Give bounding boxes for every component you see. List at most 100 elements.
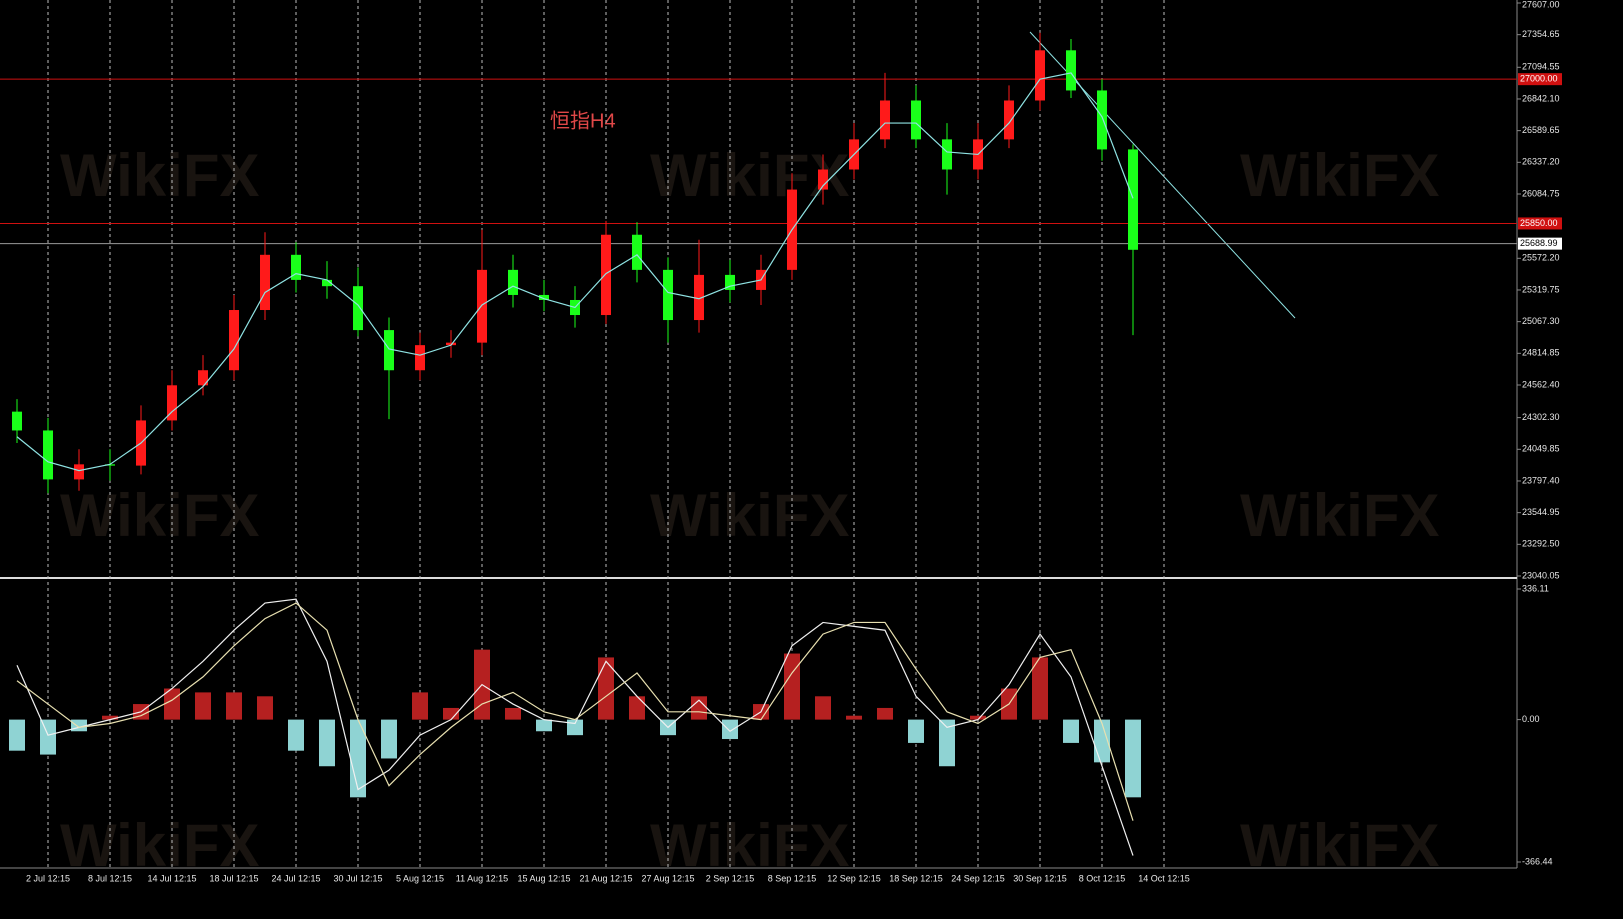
y-tick-label: 24562.40 bbox=[1522, 379, 1560, 389]
candle-body bbox=[1004, 100, 1014, 140]
histogram-bar bbox=[567, 719, 583, 736]
x-tick-label: 27 Aug 12:15 bbox=[641, 873, 694, 883]
candle-body bbox=[601, 234, 611, 316]
candle-body bbox=[291, 254, 301, 280]
candle-body bbox=[74, 464, 84, 480]
x-tick-label: 14 Oct 12:15 bbox=[1138, 873, 1190, 883]
x-tick-label: 24 Sep 12:15 bbox=[951, 873, 1005, 883]
candle-body bbox=[477, 269, 487, 343]
y-tick-label: 26842.10 bbox=[1522, 93, 1560, 103]
x-tick-label: 14 Jul 12:15 bbox=[147, 873, 196, 883]
y-tick-label: 24814.85 bbox=[1522, 348, 1560, 358]
x-tick-label: 12 Sep 12:15 bbox=[827, 873, 881, 883]
candle-body bbox=[1066, 50, 1076, 91]
watermark: WikiFX bbox=[650, 482, 849, 549]
y-tick-label: 25319.75 bbox=[1522, 284, 1560, 294]
x-tick-label: 15 Aug 12:15 bbox=[517, 873, 570, 883]
y-tick-label: 24302.30 bbox=[1522, 412, 1560, 422]
candle-body bbox=[415, 345, 425, 371]
watermark: WikiFX bbox=[650, 142, 849, 209]
x-tick-label: 30 Sep 12:15 bbox=[1013, 873, 1067, 883]
level-label: 27000.00 bbox=[1520, 74, 1558, 84]
watermark: WikiFX bbox=[60, 812, 259, 879]
x-tick-label: 24 Jul 12:15 bbox=[271, 873, 320, 883]
candle-body bbox=[229, 310, 239, 371]
y-tick-label: 27607.00 bbox=[1522, 0, 1560, 9]
histogram-bar bbox=[40, 719, 56, 755]
histogram-bar bbox=[877, 707, 893, 720]
x-tick-label: 30 Jul 12:15 bbox=[333, 873, 382, 883]
histogram-bar bbox=[226, 692, 242, 720]
level-label-box bbox=[1518, 73, 1562, 86]
candle-body bbox=[663, 269, 673, 321]
watermark: WikiFX bbox=[650, 812, 849, 879]
x-tick-label: 11 Aug 12:15 bbox=[456, 873, 508, 883]
histogram-bar bbox=[71, 719, 87, 732]
candle-body bbox=[353, 286, 363, 331]
candle-body bbox=[12, 411, 22, 431]
candle-body bbox=[198, 370, 208, 386]
histogram-bar bbox=[908, 719, 924, 743]
histogram-bar bbox=[1125, 719, 1141, 798]
level-label-box bbox=[1518, 237, 1562, 250]
histogram-bar bbox=[350, 719, 366, 798]
histogram-bar bbox=[1094, 719, 1110, 763]
watermark: WikiFX bbox=[1240, 812, 1439, 879]
y-tick-label: 0.00 bbox=[1522, 714, 1540, 724]
histogram-bar bbox=[9, 719, 25, 751]
y-tick-label: 26589.65 bbox=[1522, 125, 1560, 135]
histogram-bar bbox=[598, 657, 614, 720]
y-tick-label: 23797.40 bbox=[1522, 475, 1560, 485]
y-tick-label: 25067.30 bbox=[1522, 316, 1560, 326]
candle-body bbox=[167, 385, 177, 421]
histogram-bar bbox=[288, 719, 304, 751]
y-tick-label: 23040.05 bbox=[1522, 570, 1560, 580]
histogram-bar bbox=[164, 688, 180, 720]
candle-body bbox=[1035, 50, 1045, 101]
histogram-bar bbox=[784, 653, 800, 720]
level-label: 25850.00 bbox=[1520, 218, 1558, 228]
histogram-bar bbox=[970, 715, 986, 720]
candle-body bbox=[384, 330, 394, 371]
x-tick-label: 18 Jul 12:15 bbox=[209, 873, 258, 883]
x-tick-label: 2 Jul 12:15 bbox=[26, 873, 70, 883]
candle-body bbox=[539, 294, 549, 300]
level-label: 25688.99 bbox=[1520, 238, 1558, 248]
candle-body bbox=[818, 169, 828, 190]
candle-body bbox=[1097, 90, 1107, 150]
candle-body bbox=[322, 279, 332, 287]
x-tick-label: 2 Sep 12:15 bbox=[706, 873, 755, 883]
watermark: WikiFX bbox=[60, 142, 259, 209]
histogram-bar bbox=[1063, 719, 1079, 743]
x-tick-label: 21 Aug 12:15 bbox=[579, 873, 632, 883]
y-tick-label: 336.11 bbox=[1522, 583, 1549, 593]
indicator-line bbox=[16, 72, 1134, 472]
watermark: WikiFX bbox=[1240, 142, 1439, 209]
histogram-bar bbox=[536, 719, 552, 732]
histogram-bar bbox=[846, 715, 862, 720]
candle-body bbox=[880, 100, 890, 140]
y-tick-label: 27094.55 bbox=[1522, 62, 1560, 72]
candle-body bbox=[694, 274, 704, 321]
x-tick-label: 5 Aug 12:15 bbox=[396, 873, 444, 883]
y-tick-label: 26337.20 bbox=[1522, 157, 1560, 167]
histogram-bar bbox=[505, 707, 521, 720]
y-tick-label: 23544.95 bbox=[1522, 507, 1560, 517]
histogram-bar bbox=[691, 696, 707, 720]
histogram-bar bbox=[195, 692, 211, 720]
histogram-bar bbox=[412, 692, 428, 720]
histogram-bar bbox=[319, 719, 335, 767]
histogram-bar bbox=[381, 719, 397, 759]
indicator-line bbox=[16, 598, 1134, 856]
candle-body bbox=[632, 234, 642, 270]
candle-body bbox=[911, 100, 921, 140]
y-tick-label: 27354.65 bbox=[1522, 29, 1560, 39]
candle-body bbox=[725, 274, 735, 290]
x-tick-label: 18 Sep 12:15 bbox=[889, 873, 943, 883]
x-tick-label: 8 Oct 12:15 bbox=[1079, 873, 1126, 883]
candle-body bbox=[1128, 149, 1138, 250]
candle-body bbox=[260, 254, 270, 311]
